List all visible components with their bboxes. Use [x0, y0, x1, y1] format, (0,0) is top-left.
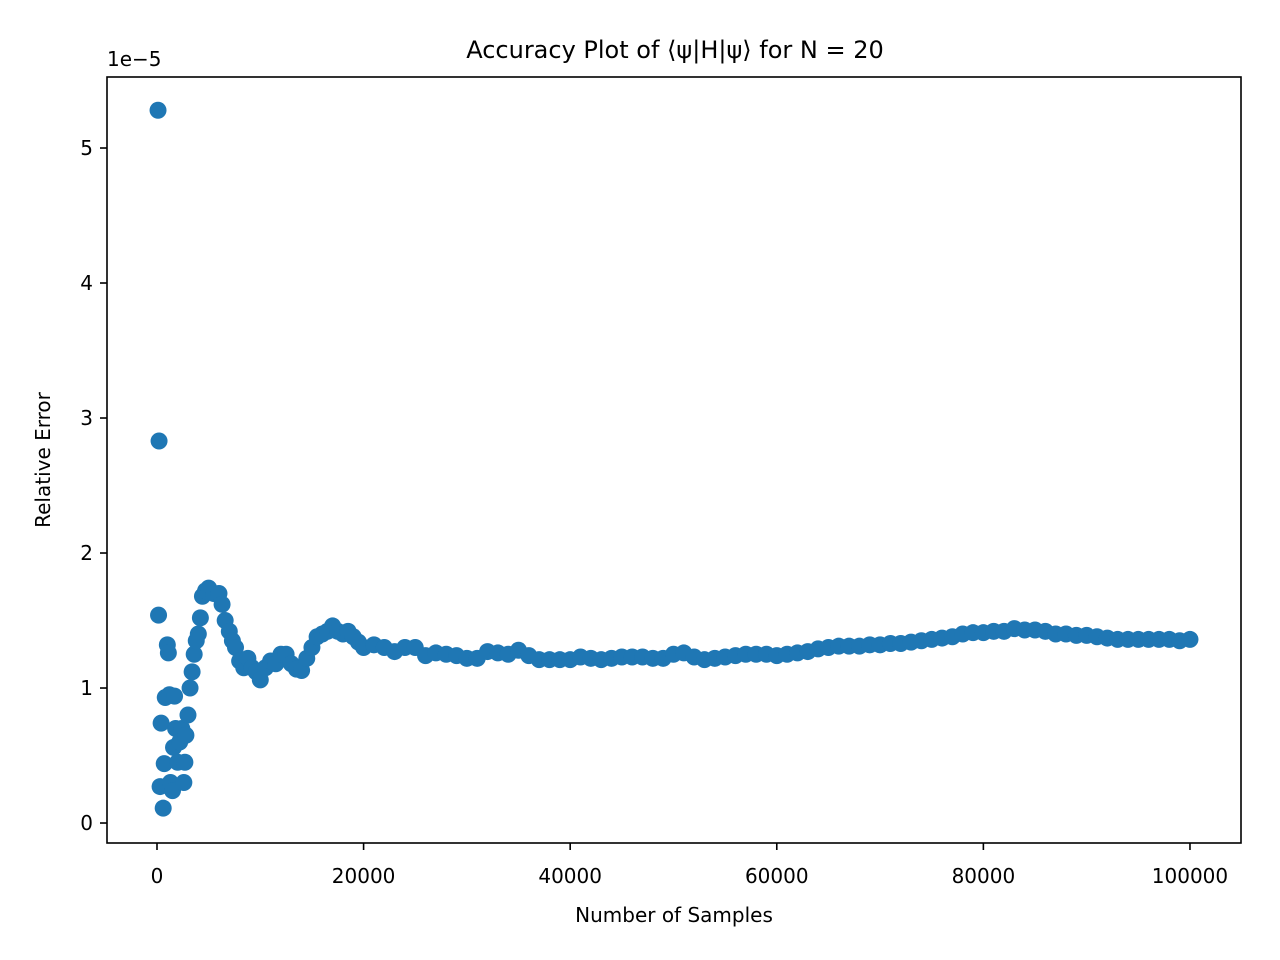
x-tick-label: 0 — [151, 864, 164, 888]
point — [183, 663, 201, 681]
point — [189, 625, 207, 643]
point — [154, 799, 172, 817]
y-offset-label: 1e−5 — [107, 47, 162, 71]
point — [227, 639, 245, 657]
x-tick-label: 40000 — [538, 864, 602, 888]
point — [1181, 630, 1199, 648]
y-tick-label: 2 — [80, 541, 93, 565]
point — [185, 645, 203, 663]
x-tick-label: 80000 — [952, 864, 1016, 888]
y-tick-label: 5 — [80, 136, 93, 160]
y-tick-label: 4 — [80, 271, 93, 295]
point — [175, 774, 193, 792]
point — [176, 753, 194, 771]
x-tick-label: 100000 — [1152, 864, 1228, 888]
point — [181, 679, 199, 697]
point — [155, 755, 173, 773]
y-axis-label: Relative Error — [31, 391, 55, 528]
point — [149, 101, 167, 119]
chart-title: Accuracy Plot of ⟨ψ|H|ψ⟩ for N = 20 — [466, 36, 884, 64]
point — [150, 606, 168, 624]
x-axis-label: Number of Samples — [575, 903, 773, 927]
y-tick-label: 3 — [80, 406, 93, 430]
y-tick-label: 1 — [80, 676, 93, 700]
point — [166, 687, 184, 705]
point — [213, 595, 231, 613]
point — [152, 714, 170, 732]
point — [191, 609, 209, 627]
point — [177, 726, 195, 744]
point — [159, 644, 177, 662]
point — [150, 432, 168, 450]
x-tick-label: 60000 — [745, 864, 809, 888]
x-tick-label: 20000 — [332, 864, 396, 888]
point — [179, 706, 197, 724]
plot-frame — [106, 76, 1242, 844]
y-tick-label: 0 — [80, 811, 93, 835]
